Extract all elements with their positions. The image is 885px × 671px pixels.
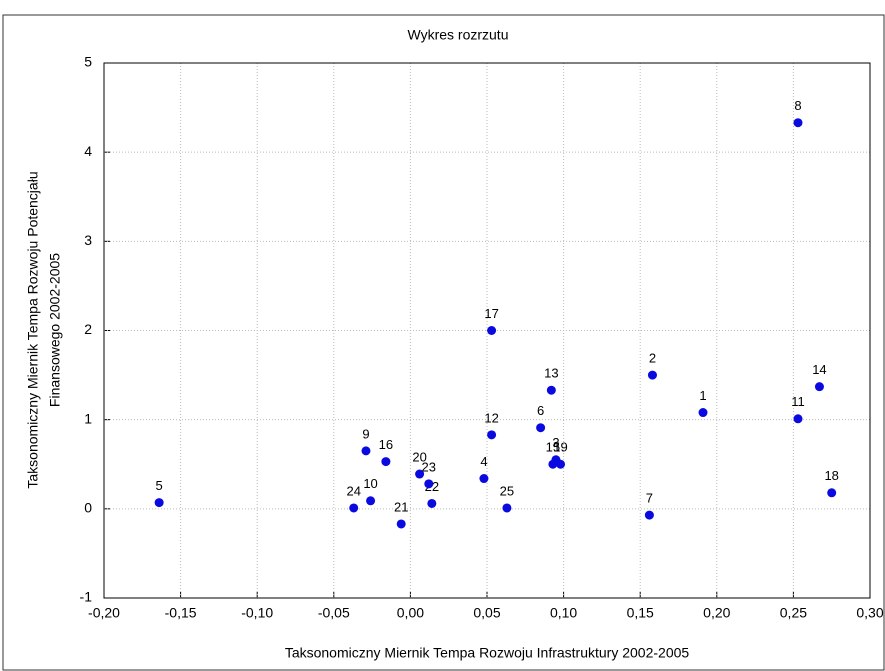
- point-label: 15: [546, 440, 560, 455]
- point-label: 21: [394, 499, 408, 514]
- point-label: 16: [379, 437, 393, 452]
- point-label: 12: [484, 410, 498, 425]
- point: [427, 498, 437, 508]
- point: [548, 459, 558, 469]
- point-label: 5: [156, 478, 163, 493]
- x-tick-label: 0,25: [780, 605, 807, 621]
- y-tick-label: 3: [84, 232, 92, 248]
- point: [814, 382, 824, 392]
- point: [487, 326, 497, 335]
- point-label: 6: [537, 403, 544, 418]
- y-axis-label: Finansowego 2002-2005: [47, 253, 63, 407]
- point: [487, 430, 497, 440]
- point-label: 20: [412, 449, 426, 464]
- x-tick-label: 0,30: [856, 605, 883, 621]
- x-axis-label: Taksonomiczny Miernik Tempa Rozwoju Infr…: [285, 645, 690, 661]
- point-label: 10: [363, 476, 377, 491]
- y-tick-label: 2: [84, 321, 92, 337]
- point-label: 14: [812, 362, 826, 377]
- point: [361, 446, 371, 456]
- point-label: 23: [422, 459, 436, 474]
- point: [479, 474, 489, 484]
- point: [502, 503, 512, 513]
- x-tick-label: -0,05: [318, 605, 350, 621]
- x-tick-label: 0,20: [703, 605, 730, 621]
- x-tick-label: -0,20: [88, 605, 120, 621]
- x-tick-label: -0,15: [165, 605, 197, 621]
- x-tick-label: 0,10: [550, 605, 577, 621]
- point-label: 18: [824, 468, 838, 483]
- point: [827, 488, 837, 498]
- x-tick-label: -0,10: [241, 605, 273, 621]
- point-label: 3: [552, 435, 559, 450]
- point: [647, 370, 657, 380]
- point-label: 25: [500, 483, 514, 498]
- point-label: 24: [346, 483, 360, 498]
- point-label: 11: [791, 394, 805, 409]
- y-tick-label: 0: [84, 500, 92, 516]
- y-axis-label: Taksonomiczny Miernik Tempa Rozwoju Pote…: [25, 171, 41, 488]
- point: [381, 457, 391, 467]
- point: [415, 469, 425, 479]
- point-label: 17: [484, 306, 498, 321]
- point-label: 2: [649, 351, 656, 366]
- point-label: 8: [794, 98, 801, 113]
- y-tick-label: 1: [84, 410, 92, 426]
- chart-title: Wykres rozrzutu: [407, 27, 508, 43]
- point: [154, 498, 164, 508]
- chart-frame: [2, 14, 885, 671]
- point-label: 9: [362, 426, 369, 441]
- point: [366, 496, 376, 506]
- point-label: 13: [544, 366, 558, 381]
- point-label: 1: [699, 388, 706, 403]
- point: [349, 503, 359, 513]
- point: [793, 414, 803, 424]
- x-tick-label: 0,00: [397, 605, 424, 621]
- point-label: 7: [646, 491, 653, 506]
- x-tick-label: 0,15: [627, 605, 654, 621]
- point-label: 4: [480, 454, 487, 469]
- point: [424, 479, 434, 489]
- point: [556, 459, 566, 469]
- x-tick-label: 0,05: [473, 605, 500, 621]
- point-label: 19: [553, 440, 567, 455]
- point: [644, 510, 654, 520]
- point: [698, 408, 708, 418]
- point: [396, 519, 406, 529]
- point: [546, 385, 556, 395]
- point: [793, 118, 803, 128]
- point: [536, 423, 546, 433]
- y-tick-label: 5: [84, 54, 92, 70]
- y-tick-label: 4: [84, 143, 92, 159]
- plot-frame: [103, 62, 871, 599]
- y-tick-label: -1: [80, 589, 93, 605]
